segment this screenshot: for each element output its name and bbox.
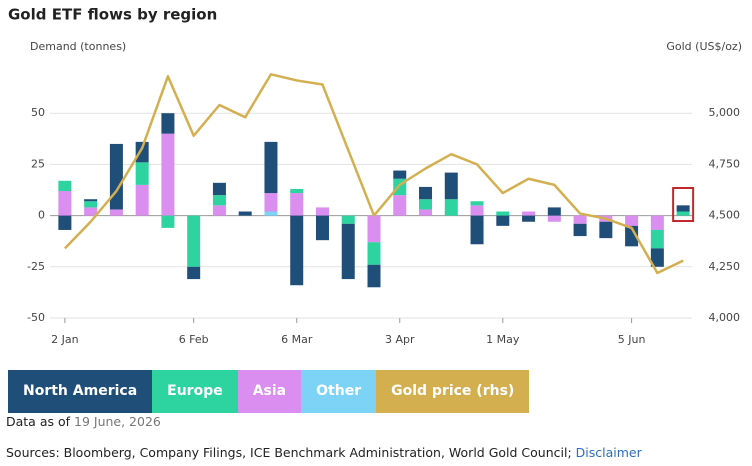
bar-segment bbox=[58, 215, 72, 230]
bar-segment bbox=[135, 162, 149, 185]
bar-segment bbox=[264, 193, 278, 212]
bar-segment bbox=[109, 209, 123, 216]
y-tick-label: 50 bbox=[31, 106, 45, 119]
sources-text: Sources: Bloomberg, Company Filings, ICE… bbox=[6, 445, 572, 460]
y2-tick-label: 4,000 bbox=[709, 311, 741, 324]
bar-segment bbox=[290, 188, 304, 194]
bar-segment bbox=[84, 201, 98, 208]
bar-segment bbox=[419, 186, 433, 200]
bar-segment bbox=[522, 211, 536, 216]
y-tick-label: -25 bbox=[27, 260, 45, 273]
bar-segment bbox=[496, 215, 510, 226]
data-as-of: Data as of 19 June, 2026 bbox=[6, 414, 161, 429]
bar-segment bbox=[315, 215, 329, 241]
bar-segment bbox=[444, 199, 458, 216]
bar-segment bbox=[212, 195, 226, 206]
bar-segment bbox=[135, 184, 149, 216]
bar-segment bbox=[315, 207, 329, 216]
bar-segment bbox=[161, 215, 175, 228]
legend-item[interactable]: North America bbox=[8, 370, 153, 413]
bar-segment bbox=[264, 141, 278, 194]
bar-segment bbox=[650, 215, 664, 230]
bar-segment bbox=[109, 143, 123, 210]
highlight-box bbox=[672, 187, 695, 222]
x-tick-label: 1 May bbox=[486, 333, 520, 346]
bar-segment bbox=[161, 133, 175, 216]
x-tick-label: 2 Jan bbox=[51, 333, 78, 346]
bar-segment bbox=[212, 205, 226, 216]
gold-price-line bbox=[63, 73, 684, 275]
bar-segment bbox=[393, 195, 407, 216]
bar-segment bbox=[290, 215, 304, 286]
bar-segment bbox=[290, 193, 304, 216]
bar-segment bbox=[367, 242, 381, 265]
bar-segment bbox=[625, 215, 639, 226]
x-tick-label: 6 Feb bbox=[179, 333, 209, 346]
bar-segment bbox=[676, 205, 690, 212]
bar-segment bbox=[470, 215, 484, 245]
bar-segment bbox=[58, 180, 72, 192]
bar-segment bbox=[264, 211, 278, 216]
bar-segment bbox=[238, 211, 252, 216]
x-tick-label: 3 Apr bbox=[385, 333, 415, 346]
sources: Sources: Bloomberg, Company Filings, ICE… bbox=[6, 445, 642, 460]
y2-tick-label: 4,500 bbox=[709, 209, 741, 222]
legend-item[interactable]: Other bbox=[301, 370, 377, 413]
x-tick-label: 6 Mar bbox=[281, 333, 313, 346]
x-tick-label: 5 Jun bbox=[618, 333, 646, 346]
bar-segment bbox=[187, 266, 201, 280]
bar-segment bbox=[470, 205, 484, 216]
y-tick-label: 25 bbox=[31, 157, 45, 170]
bar-segment bbox=[676, 211, 690, 216]
bar-segment bbox=[419, 209, 433, 216]
chart-title: Gold ETF flows by region bbox=[8, 6, 217, 24]
bar-segment bbox=[573, 215, 587, 224]
bar-segment bbox=[444, 172, 458, 200]
data-as-of-date: 19 June, 2026 bbox=[74, 414, 161, 429]
bar-segment bbox=[341, 215, 355, 224]
y2-tick-label: 4,250 bbox=[709, 260, 741, 273]
bar-segment bbox=[547, 215, 561, 222]
bar-segment bbox=[547, 207, 561, 216]
bar-segment bbox=[625, 225, 639, 247]
y2-axis-label: Gold (US$/oz) bbox=[666, 40, 742, 53]
bar-segment bbox=[187, 215, 201, 267]
bar-segment bbox=[573, 223, 587, 237]
bar-segment bbox=[650, 248, 664, 267]
data-as-of-label: Data as of bbox=[6, 414, 71, 429]
bar-segment bbox=[161, 113, 175, 134]
bar-segment bbox=[212, 182, 226, 196]
bar-segment bbox=[522, 215, 536, 222]
bar-segment bbox=[367, 215, 381, 243]
bar-segment bbox=[393, 170, 407, 179]
bar-segment bbox=[496, 211, 510, 216]
bar-segment bbox=[58, 191, 72, 216]
bar-segment bbox=[367, 264, 381, 288]
bar-segment bbox=[341, 223, 355, 280]
bar-segment bbox=[470, 201, 484, 206]
y-tick-label: -50 bbox=[27, 311, 45, 324]
bar-segment bbox=[599, 221, 613, 239]
bar-segment bbox=[650, 229, 664, 249]
y-axis-label: Demand (tonnes) bbox=[30, 40, 126, 53]
legend: North America Europe Asia Other Gold price (… bbox=[8, 370, 530, 413]
bar-segment bbox=[84, 199, 98, 202]
legend-item[interactable]: Europe bbox=[152, 370, 238, 413]
y-tick-label: 0 bbox=[38, 209, 45, 222]
y2-tick-label: 5,000 bbox=[709, 106, 741, 119]
legend-item[interactable]: Asia bbox=[237, 370, 302, 413]
bar-segment bbox=[419, 199, 433, 210]
chart: Gold ETF flows by region Demand (tonnes)… bbox=[8, 6, 742, 347]
bar-segment bbox=[84, 207, 98, 216]
bar-segment bbox=[135, 141, 149, 163]
y2-tick-label: 4,750 bbox=[709, 157, 741, 170]
disclaimer-link[interactable]: Disclaimer bbox=[575, 445, 642, 460]
legend-item[interactable]: Gold price (rhs) bbox=[376, 370, 530, 413]
